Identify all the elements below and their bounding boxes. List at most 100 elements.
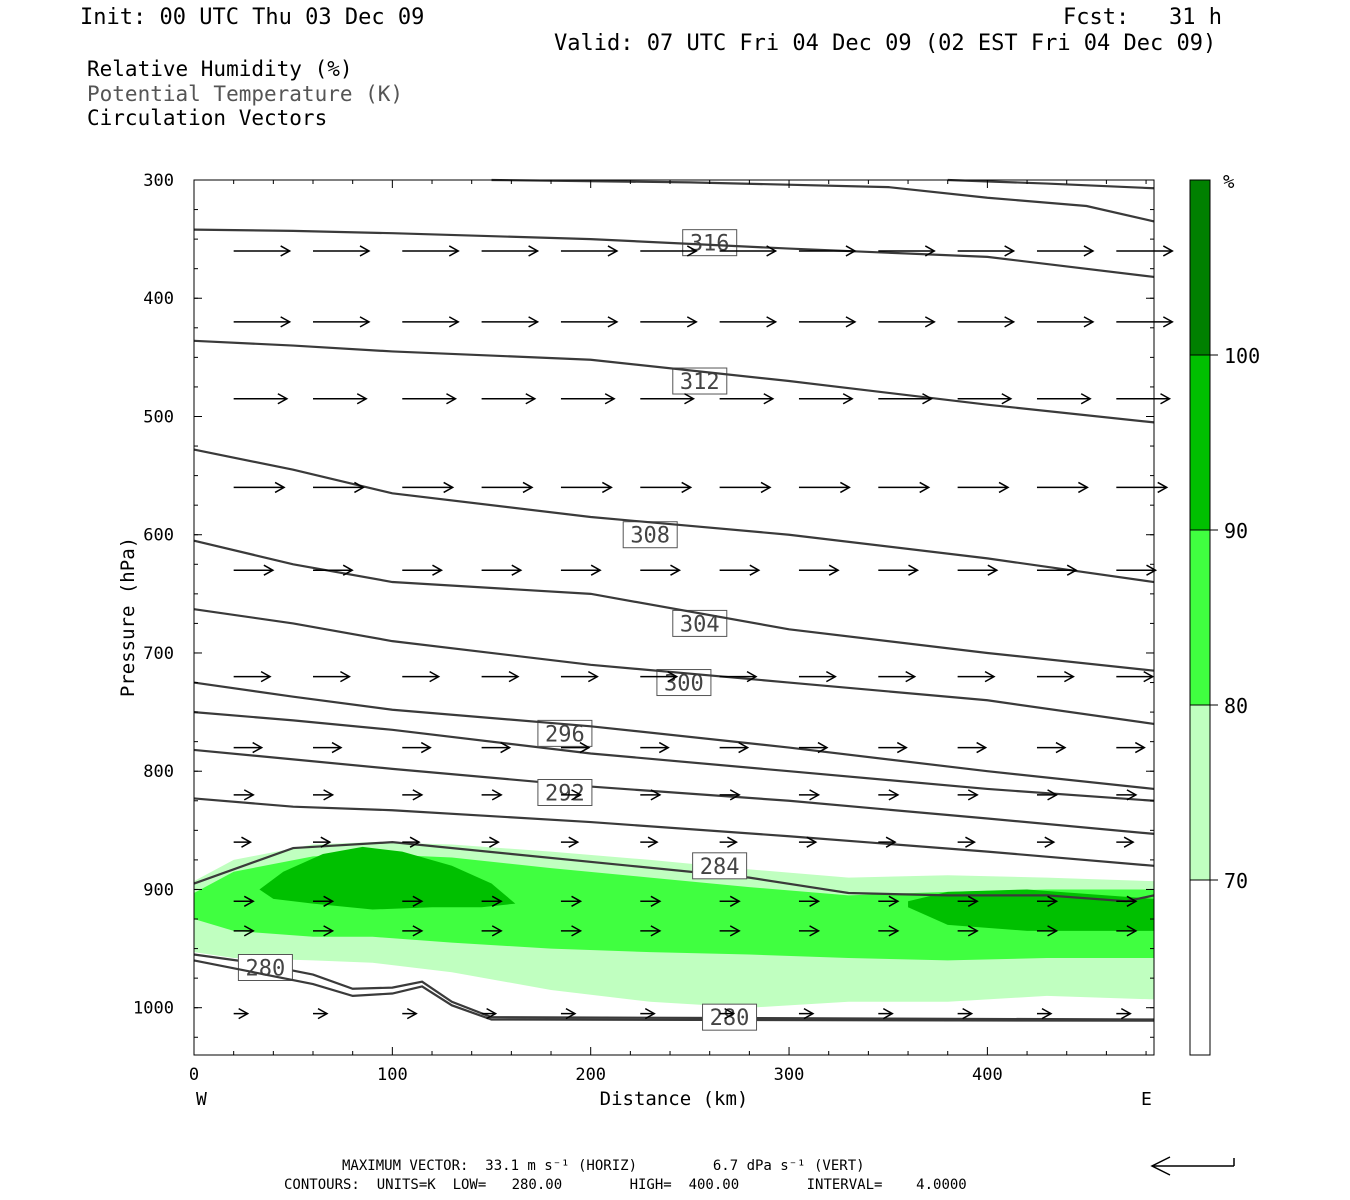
circulation-vector — [402, 670, 441, 683]
vector-head — [1083, 316, 1095, 328]
circulation-vector — [233, 564, 275, 576]
vector-head — [924, 316, 936, 328]
forecast-hour: Fcst: 31 h — [1063, 5, 1222, 30]
legend-relative-humidity: Relative Humidity (%) — [87, 57, 353, 81]
vector-head — [491, 895, 503, 907]
circulation-vector — [481, 836, 500, 848]
vector-head — [729, 789, 741, 801]
vector-head — [243, 925, 255, 937]
vector-head — [1064, 670, 1075, 683]
vector-head — [888, 925, 900, 937]
circulation-vector — [640, 564, 682, 576]
vector-head — [432, 564, 444, 576]
theta-contour-288 — [193, 797, 1155, 867]
x-end-label-west: W — [196, 1089, 207, 1110]
circulation-vector — [719, 836, 738, 848]
vector-head — [967, 789, 979, 801]
circulation-vector — [878, 789, 900, 801]
theta-contour-296 — [193, 710, 1155, 802]
vector-head — [905, 670, 917, 683]
circulation-vector — [957, 741, 988, 754]
circulation-vector — [878, 316, 936, 328]
y-axis-label: Pressure (hPa) — [117, 537, 139, 697]
circulation-vector — [1036, 393, 1092, 405]
colorbar-segment — [1190, 180, 1210, 355]
circulation-vector — [1036, 895, 1059, 907]
colorbar: 70 80 90 100 — [1189, 179, 1260, 1056]
circulation-vector — [560, 316, 619, 328]
circulation-vector — [1036, 481, 1089, 494]
vector-head — [522, 481, 534, 494]
vector-head — [1083, 245, 1095, 257]
y-tick-label: 300 — [143, 171, 174, 191]
vector-head — [320, 836, 332, 848]
circulation-vector — [1116, 393, 1172, 405]
vector-head — [571, 925, 583, 937]
theta-contour-300 — [193, 681, 1155, 791]
theta-contour-284 — [193, 841, 1155, 903]
circulation-vector — [640, 741, 670, 754]
vector-head — [667, 670, 679, 683]
reference-vector-icon — [1150, 1156, 1235, 1176]
circulation-vector — [640, 789, 662, 801]
x-axis-label: Distance (km) — [600, 1088, 749, 1110]
circulation-vector — [1116, 564, 1158, 576]
vector-head — [238, 1007, 250, 1020]
circulation-vector — [313, 895, 335, 907]
vector-head — [919, 481, 931, 494]
vector-head — [1044, 836, 1056, 848]
y-tick-label: 600 — [143, 526, 174, 546]
circulation-vector — [1116, 481, 1169, 494]
circulation-vector — [798, 741, 829, 754]
vector-head — [1134, 741, 1146, 754]
vector-head — [1047, 789, 1059, 801]
colorbar-label: 100 — [1224, 344, 1260, 368]
legend-circulation-vectors: Circulation Vectors — [87, 106, 328, 130]
vector-head — [340, 670, 351, 683]
vector-head — [1004, 245, 1016, 257]
vector-head — [686, 245, 698, 257]
circulation-vector — [719, 481, 772, 494]
vector-head — [448, 316, 460, 328]
theta-label-box-284 — [692, 852, 748, 880]
circulation-vector — [402, 789, 424, 801]
vector-head — [809, 925, 821, 937]
circulation-vector — [233, 895, 255, 907]
colorbar-segment — [1190, 705, 1210, 880]
circulation-vector — [1036, 245, 1095, 257]
theta-contour-324 — [491, 178, 1155, 223]
vector-head — [252, 741, 264, 754]
contour-info-note: CONTOURS: UNITS=K LOW= 280.00 HIGH= 400.… — [284, 1177, 967, 1193]
circulation-vector — [798, 564, 840, 576]
theta-label-284: 284 — [700, 855, 740, 880]
vector-head — [1146, 564, 1158, 576]
vector-head — [998, 481, 1010, 494]
circulation-vector — [798, 670, 837, 683]
circulation-vector — [560, 245, 619, 257]
circulation-vector — [1116, 925, 1138, 937]
vector-head — [1143, 670, 1155, 683]
circulation-vector — [402, 925, 424, 937]
vector-head — [1004, 316, 1016, 328]
circulation-vector — [233, 741, 264, 754]
vector-head — [448, 245, 460, 257]
circulation-vector — [640, 245, 698, 257]
vector-head — [686, 316, 698, 328]
circulation-vector — [798, 316, 857, 328]
vector-head — [260, 670, 272, 683]
vector-head — [243, 789, 255, 801]
circulation-vector — [560, 925, 583, 937]
y-tick-label: 800 — [143, 762, 174, 782]
vector-head — [446, 393, 458, 405]
theta-label-box-292 — [537, 779, 593, 806]
vector-head — [1047, 895, 1059, 907]
circulation-vector — [798, 925, 821, 937]
vector-head — [1162, 316, 1174, 328]
vector-head — [766, 245, 778, 257]
circulation-vector — [798, 895, 821, 907]
vector-head — [280, 316, 292, 328]
circulation-vector — [878, 670, 917, 683]
vector-head — [1078, 481, 1089, 494]
y-tick-label: 900 — [143, 880, 174, 900]
circulation-vector — [560, 1007, 577, 1020]
